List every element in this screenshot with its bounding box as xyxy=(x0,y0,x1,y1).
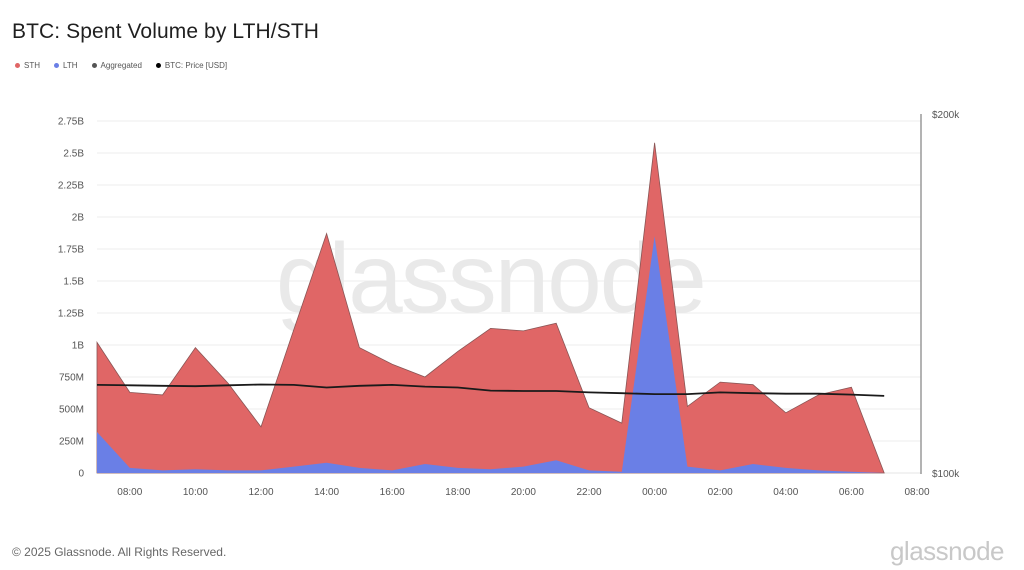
y-tick-label: 250M xyxy=(59,437,84,448)
glassnode-logo: glassnode xyxy=(889,536,1005,566)
x-tick-label: 12:00 xyxy=(248,487,273,498)
chart-title: BTC: Spent Volume by LTH/STH xyxy=(12,20,320,43)
x-tick-label: 00:00 xyxy=(642,487,667,498)
y-tick-label: 2.75B xyxy=(58,117,84,128)
x-tick-label: 10:00 xyxy=(183,487,208,498)
x-tick-label: 14:00 xyxy=(314,487,339,498)
y-axis-left: 0 250M 500M 750M 1B 1.25B 1.5B 1.75B 2B 2.25B 2.5B… xyxy=(58,117,85,480)
y-tick-label: 500M xyxy=(59,405,84,416)
y-tick-label: 750M xyxy=(59,373,84,384)
sth-dot-icon xyxy=(15,63,20,68)
aggregated-dot-icon xyxy=(91,63,97,68)
legend-label: Aggregated xyxy=(100,61,142,70)
y2-tick-label: $100k xyxy=(932,469,960,480)
copyright-text: © 2025 Glassnode. All Rights Reserved. xyxy=(12,545,227,559)
x-tick-label: 16:00 xyxy=(380,487,405,498)
price-dot-icon xyxy=(155,63,161,68)
y-tick-label: 1.5B xyxy=(63,277,84,288)
y2-tick-label: $200k xyxy=(932,110,960,121)
x-tick-label: 04:00 xyxy=(773,487,798,498)
area-series xyxy=(96,142,885,474)
legend-label: STH xyxy=(24,61,40,70)
legend-item-lth[interactable]: LTH xyxy=(54,61,78,70)
y-axis-right: $200k $100k xyxy=(932,110,960,480)
y-tick-label: 1.25B xyxy=(58,309,84,320)
x-tick-label: 02:00 xyxy=(708,487,733,498)
x-tick-label: 18:00 xyxy=(445,487,470,498)
y-tick-label: 1.75B xyxy=(58,245,84,256)
y-tick-label: 2.5B xyxy=(63,149,84,160)
y-tick-label: 2B xyxy=(72,213,85,224)
y-tick-label: 2.25B xyxy=(58,181,84,192)
legend-item-price[interactable]: BTC: Price [USD] xyxy=(155,61,228,70)
x-tick-label: 20:00 xyxy=(511,487,536,498)
legend-label: BTC: Price [USD] xyxy=(164,61,228,70)
price-line xyxy=(96,383,885,397)
x-tick-label: 06:00 xyxy=(839,487,864,498)
legend-item-aggregated[interactable]: Aggregated xyxy=(91,61,142,70)
x-tick-label: 08:00 xyxy=(117,487,142,498)
y-tick-label: 1B xyxy=(72,341,85,352)
x-tick-label: 08:00 xyxy=(904,487,929,498)
x-axis: 08:00 10:00 12:00 14:00 16:00 18:00 20:00 22:00… xyxy=(117,487,930,498)
chart-plot-area[interactable]: glassnode 0250M500M750M1B1.25B1.5B1.75B2… xyxy=(0,0,1024,530)
y-tick-label: 0 xyxy=(78,469,84,480)
legend-label: LTH xyxy=(63,61,78,70)
legend-item-sth[interactable]: STH xyxy=(15,61,40,70)
lth-dot-icon xyxy=(54,63,59,68)
x-tick-label: 22:00 xyxy=(576,487,601,498)
sth-area[interactable] xyxy=(96,142,885,474)
btc-price-line[interactable] xyxy=(96,383,885,397)
legend: STH LTH Aggregated BTC: Price [USD] xyxy=(15,61,227,70)
